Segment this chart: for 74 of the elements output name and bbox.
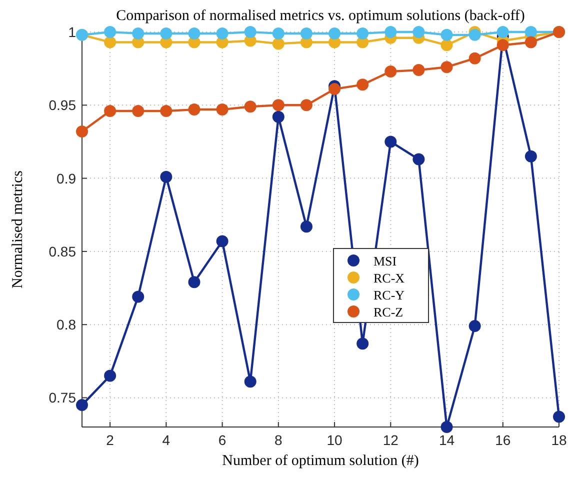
x-tick-label: 18 <box>551 432 567 448</box>
point <box>104 36 116 48</box>
point <box>104 370 116 382</box>
y-tick-label: 0.9 <box>56 170 76 186</box>
y-tick-label: 0.75 <box>48 390 76 406</box>
point <box>216 235 228 248</box>
point <box>356 338 369 350</box>
legend-label: RC-Y <box>374 288 406 302</box>
point <box>440 39 453 52</box>
point <box>412 153 425 166</box>
point <box>468 28 481 41</box>
point <box>496 26 509 38</box>
point <box>76 125 88 138</box>
point <box>553 410 565 423</box>
point <box>384 66 397 78</box>
point <box>272 27 284 40</box>
point <box>524 150 537 162</box>
point <box>216 27 228 40</box>
point <box>132 290 144 303</box>
point <box>188 276 200 288</box>
point <box>132 27 144 40</box>
point <box>132 105 144 117</box>
point <box>412 26 425 38</box>
point <box>272 99 284 112</box>
x-tick-label: 4 <box>162 432 170 448</box>
point <box>104 26 116 38</box>
point <box>160 27 172 40</box>
x-tick-label: 8 <box>274 432 283 448</box>
legend-label: RC-Z <box>374 304 404 320</box>
point <box>468 320 481 332</box>
y-axis-title: Normalised metrics <box>10 170 26 288</box>
point <box>384 136 397 148</box>
point <box>440 421 453 433</box>
point <box>524 26 537 38</box>
point <box>356 27 369 40</box>
x-tick-label: 16 <box>495 432 511 448</box>
y-tick-label: 0.8 <box>56 316 76 333</box>
point <box>160 105 172 117</box>
point <box>188 27 200 40</box>
x-tick-label: 6 <box>218 432 226 448</box>
point <box>244 100 256 113</box>
legend-label: MSI <box>374 254 397 268</box>
y-tick-label: 0.85 <box>48 243 76 260</box>
point <box>356 78 369 91</box>
point <box>244 376 256 388</box>
point <box>216 104 228 116</box>
x-axis-title: Number of optimum solution (#) <box>222 453 419 469</box>
point <box>300 27 312 40</box>
x-tick-label: 2 <box>106 432 114 448</box>
point <box>440 28 453 41</box>
x-tick-label: 14 <box>438 432 455 448</box>
point <box>244 26 256 38</box>
point <box>412 64 425 76</box>
y-tick-label: 1 <box>68 24 76 40</box>
point <box>328 27 341 40</box>
point <box>160 170 172 183</box>
point <box>468 52 481 64</box>
point <box>496 39 509 52</box>
point <box>188 104 200 116</box>
point <box>300 99 312 112</box>
y-tick-label: 0.95 <box>48 97 76 114</box>
point <box>384 26 397 38</box>
point <box>76 399 88 412</box>
x-tick-label: 12 <box>382 432 399 448</box>
chart-title: Comparison of normalised metrics vs. optimum solutions (back-off) <box>116 8 525 24</box>
point <box>272 110 284 123</box>
point <box>104 105 116 117</box>
x-tick-label: 10 <box>326 432 343 448</box>
point <box>328 83 341 96</box>
point <box>440 61 453 74</box>
legend-label: RC-X <box>374 270 406 286</box>
point <box>524 36 537 48</box>
point <box>300 220 312 233</box>
point <box>272 38 284 50</box>
